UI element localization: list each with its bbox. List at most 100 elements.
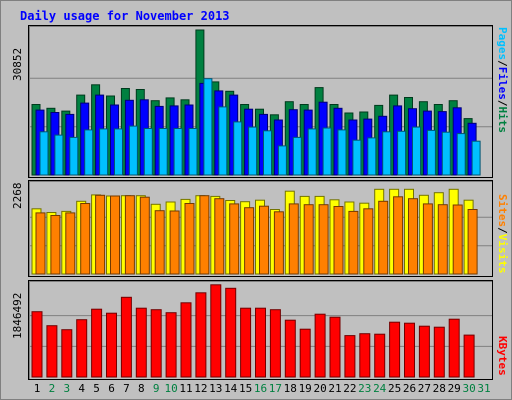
requests-bar-pages-day-17 <box>277 145 287 176</box>
visitors-bar-sites-day-3 <box>65 212 76 275</box>
requests-bar-pages-day-2 <box>54 134 64 176</box>
requests-bar-pages-day-30 <box>471 140 481 176</box>
legend-sep: / <box>496 60 509 67</box>
kbytes-panel <box>28 280 493 380</box>
requests-legend: Pages/Files/Hits <box>496 27 509 133</box>
visitors-bar-sites-day-20 <box>318 204 329 275</box>
requests-bar-pages-day-5 <box>99 128 109 176</box>
day-label-21: 21 <box>328 382 342 395</box>
visitors-bar-sites-day-23 <box>363 208 374 275</box>
requests-bar-pages-day-13 <box>218 106 228 176</box>
kbytes-bar-kbytes-day-5 <box>91 308 103 378</box>
requests-bar-pages-day-4 <box>84 129 94 176</box>
day-label-4: 4 <box>78 382 85 395</box>
day-label-13: 13 <box>209 382 223 395</box>
day-label-28: 28 <box>432 382 446 395</box>
legend-hits: Hits <box>496 106 509 134</box>
kbytes-bar-kbytes-day-6 <box>106 312 117 378</box>
requests-bar-pages-day-15 <box>248 126 258 176</box>
requests-bar-pages-day-27 <box>426 129 436 176</box>
day-label-3: 3 <box>63 382 71 395</box>
kbytes-bar-kbytes-day-29 <box>448 318 460 378</box>
visitors-bar-sites-day-25 <box>393 196 404 275</box>
visitors-bar-sites-day-21 <box>333 206 344 275</box>
day-label-1: 1 <box>33 382 41 395</box>
requests-bar-pages-day-8 <box>143 128 153 176</box>
day-label-12: 12 <box>194 382 208 395</box>
day-label-11: 11 <box>179 382 193 395</box>
day-label-26: 26 <box>402 382 417 395</box>
visitors-panel <box>28 180 493 277</box>
kbytes-bar-kbytes-day-26 <box>404 322 415 378</box>
requests-bar-pages-day-20 <box>322 127 332 176</box>
visitors-bar-sites-day-14 <box>229 203 240 275</box>
kbytes-bar-kbytes-day-3 <box>61 329 73 378</box>
visitors-bar-sites-day-7 <box>124 195 135 275</box>
day-label-8: 8 <box>137 382 145 395</box>
visitors-bar-sites-day-12 <box>199 195 210 275</box>
kbytes-bar-kbytes-day-20 <box>314 313 326 378</box>
day-label-22: 22 <box>343 382 357 395</box>
visitors-bar-sites-day-17 <box>273 211 284 275</box>
kbytes-bar-kbytes-day-1 <box>31 311 43 378</box>
visitors-bar-sites-day-8 <box>139 196 150 275</box>
kbytes-bar-kbytes-day-2 <box>46 325 58 378</box>
requests-scale-max: 30852 <box>11 47 24 81</box>
requests-chart <box>29 29 492 176</box>
requests-bar-pages-day-16 <box>263 130 272 176</box>
visitors-bar-sites-day-30 <box>467 209 478 275</box>
kbytes-bar-kbytes-day-16 <box>255 307 266 378</box>
visitors-bar-sites-day-4 <box>80 203 91 275</box>
kbytes-bar-kbytes-day-27 <box>418 325 430 378</box>
day-label-31: 31 <box>477 382 491 395</box>
requests-bar-pages-day-10 <box>173 128 183 176</box>
requests-bar-pages-day-6 <box>114 128 123 176</box>
requests-bar-pages-day-25 <box>397 130 407 176</box>
requests-panel <box>28 25 493 178</box>
day-label-9: 9 <box>152 382 160 395</box>
visitors-bar-sites-day-15 <box>244 207 255 275</box>
requests-bar-pages-day-26 <box>412 126 421 176</box>
visitors-bar-sites-day-29 <box>452 204 463 275</box>
requests-bar-pages-day-19 <box>307 128 317 176</box>
kbytes-chart <box>29 284 492 378</box>
requests-bar-pages-day-28 <box>441 131 451 176</box>
day-label-18: 18 <box>283 382 297 395</box>
kbytes-bar-kbytes-day-17 <box>269 309 281 378</box>
requests-bar-pages-day-24 <box>382 131 392 176</box>
legend-visits: Visits <box>496 233 509 274</box>
visitors-bar-sites-day-6 <box>110 195 120 275</box>
day-label-10: 10 <box>164 382 178 395</box>
visitors-bar-sites-day-10 <box>169 210 180 275</box>
kbytes-bar-kbytes-day-28 <box>433 326 445 378</box>
kbytes-bar-kbytes-day-4 <box>76 319 88 378</box>
visitors-bar-sites-day-11 <box>184 203 195 275</box>
requests-bar-pages-day-3 <box>69 136 79 176</box>
kbytes-bar-kbytes-day-24 <box>374 333 386 378</box>
legend-files: Files <box>496 66 509 100</box>
day-label-14: 14 <box>224 382 238 395</box>
legend-pages: Pages <box>496 27 509 61</box>
kbytes-scale-max: 1846492 <box>11 292 24 339</box>
visitors-bar-sites-day-9 <box>154 210 165 275</box>
day-label-2: 2 <box>48 382 56 395</box>
day-label-7: 7 <box>123 382 130 395</box>
kbytes-bar-kbytes-day-9 <box>150 309 162 378</box>
day-label-17: 17 <box>268 382 283 395</box>
kbytes-bar-kbytes-day-18 <box>284 319 296 378</box>
day-label-20: 20 <box>313 382 327 395</box>
kbytes-bar-kbytes-day-23 <box>359 333 371 378</box>
visitors-bar-sites-day-18 <box>288 203 299 275</box>
legend-kbytes: KBytes <box>496 336 509 376</box>
kbytes-bar-kbytes-day-25 <box>389 321 401 378</box>
day-label-19: 19 <box>298 382 312 395</box>
kbytes-bar-kbytes-day-12 <box>195 292 207 378</box>
legend-sep: / <box>496 227 509 234</box>
legend-sep: / <box>496 99 509 107</box>
chart-title: Daily usage for November 2013 <box>20 9 230 23</box>
day-label-5: 5 <box>93 382 100 395</box>
visitors-bar-sites-day-24 <box>378 200 389 275</box>
day-label-24: 24 <box>373 382 387 395</box>
requests-bar-pages-day-1 <box>39 131 49 176</box>
